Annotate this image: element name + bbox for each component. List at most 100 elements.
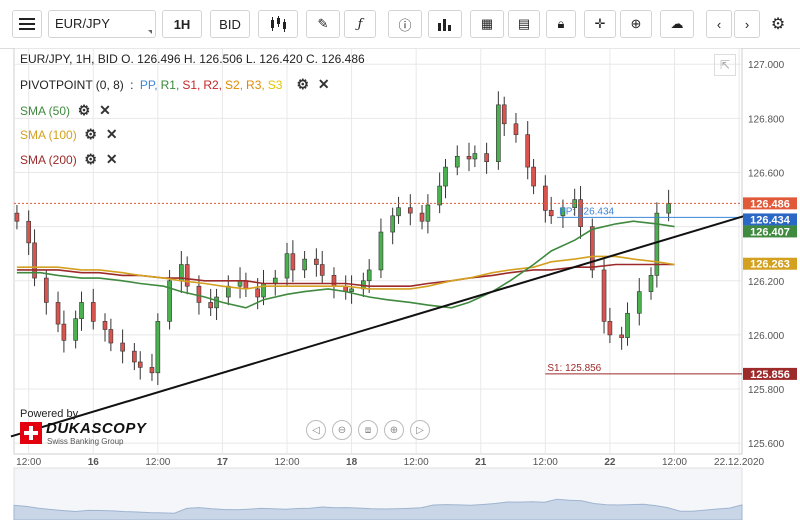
- zoom-in-icon[interactable]: ⊕: [384, 420, 404, 440]
- pivot-prefix: :: [130, 78, 134, 92]
- gear-icon[interactable]: ⚙︎: [84, 126, 97, 142]
- lock-icon[interactable]: 🔒︎: [546, 10, 576, 38]
- candle-body: [543, 185, 548, 211]
- candle-body: [167, 280, 172, 322]
- bars-icon[interactable]: [428, 10, 462, 38]
- reset-icon[interactable]: ⧈: [358, 420, 378, 440]
- timeframe-button[interactable]: 1H: [162, 10, 202, 38]
- y-tick-label: 125.800: [748, 385, 785, 396]
- price-chart[interactable]: 125.600125.800126.000126.200126.400126.6…: [0, 48, 800, 520]
- candle-body: [155, 321, 161, 374]
- sma-100-label: SMA (100): [20, 128, 77, 142]
- candles-icon[interactable]: [258, 10, 298, 38]
- candle-body: [43, 277, 49, 303]
- x-tick-label: 12:00: [145, 457, 170, 468]
- price-tag-label: 126.486: [750, 198, 790, 210]
- candle-body: [55, 302, 61, 325]
- candle-body: [484, 153, 489, 162]
- pivot-item-5: R3,: [246, 78, 265, 92]
- candle-body: [26, 220, 31, 244]
- sma-200-label: SMA (200): [20, 153, 77, 167]
- crosshair-icon[interactable]: ✛: [584, 10, 616, 38]
- close-icon[interactable]: ✕: [105, 126, 118, 142]
- candle-body: [184, 264, 190, 287]
- function-icon[interactable]: ƒ: [344, 10, 376, 38]
- sma-50-line: [16, 220, 675, 309]
- scroll-right-icon[interactable]: ▷: [410, 420, 430, 440]
- sma-200-line: [16, 263, 675, 287]
- candle-body: [132, 350, 137, 363]
- candle-body: [314, 258, 319, 265]
- bid-ask-button[interactable]: BID: [210, 10, 250, 38]
- gear-icon[interactable]: ⚙︎: [296, 76, 310, 92]
- candle-body: [501, 104, 507, 125]
- candle-body: [548, 210, 554, 217]
- instrument-label: EUR/JPY: [55, 16, 110, 31]
- expand-icon[interactable]: ⇱: [714, 54, 736, 76]
- pivot-items: PP, R1, S1, R2, S2, R3, S3: [140, 78, 286, 92]
- pivot-legend: PIVOTPOINT (0, 8) : PP, R1, S1, R2, S2, R3, S3…: [20, 76, 334, 93]
- candle-body: [396, 207, 401, 217]
- zoom-icon[interactable]: ⊕: [620, 10, 652, 38]
- pivot-pp-label: PP: 126.434: [559, 206, 614, 217]
- candle-body: [108, 329, 114, 344]
- y-tick-label: 126.800: [748, 114, 785, 125]
- candle-body: [390, 215, 395, 233]
- gear-icon[interactable]: ⚙︎: [84, 151, 97, 167]
- candle-body: [378, 231, 384, 271]
- candle-body: [331, 275, 337, 287]
- price-tag-bg: [743, 213, 797, 226]
- trend-line: [10, 214, 746, 438]
- close-icon[interactable]: ✕: [105, 151, 118, 167]
- candle-body: [14, 212, 20, 222]
- next-icon[interactable]: ›: [734, 10, 760, 38]
- x-tick-label: 12:00: [16, 457, 41, 468]
- close-icon[interactable]: ✕: [99, 102, 111, 118]
- candle-body: [243, 280, 249, 290]
- info-icon[interactable]: ⓘ: [388, 10, 422, 38]
- prev-icon[interactable]: ‹: [706, 10, 732, 38]
- plot-area: [13, 48, 743, 455]
- calendar-icon[interactable]: ▦: [470, 10, 504, 38]
- zoom-out-icon[interactable]: ⊖: [332, 420, 352, 440]
- candle-body: [137, 361, 143, 368]
- candle-body: [149, 367, 155, 374]
- candle-body: [79, 302, 84, 319]
- candle-body: [73, 318, 78, 341]
- powered-by: Powered by: [20, 408, 79, 420]
- candle-body: [32, 242, 37, 279]
- gear-icon[interactable]: ⚙︎: [77, 102, 91, 118]
- gear-icon[interactable]: ⚙︎: [764, 10, 792, 38]
- candle-body: [578, 199, 583, 227]
- candle-body: [208, 302, 213, 309]
- candle-body: [454, 155, 460, 168]
- y-tick-label: 125.600: [748, 439, 785, 450]
- sma-200-legend: SMA (200) ⚙︎ ✕: [20, 151, 122, 168]
- candle-body: [255, 288, 260, 298]
- menu-icon[interactable]: [12, 10, 42, 38]
- pivot-item-6: S3: [267, 78, 283, 92]
- news-icon[interactable]: ▤: [508, 10, 540, 38]
- pivot-item-1: R1,: [160, 78, 180, 92]
- candle-body: [619, 334, 624, 338]
- price-tag-bg: [743, 257, 797, 270]
- price-tag-label: 126.407: [750, 226, 790, 238]
- x-tick-label: 16: [88, 457, 100, 468]
- upload-icon[interactable]: ☁︎: [660, 10, 694, 38]
- candle-body: [472, 153, 478, 160]
- close-icon[interactable]: ✕: [317, 76, 330, 92]
- navigator-series: [13, 498, 743, 520]
- price-tag-bg: [743, 225, 797, 238]
- candle-body: [531, 166, 536, 187]
- candle-body: [349, 288, 354, 292]
- scroll-left-icon[interactable]: ◁: [306, 420, 326, 440]
- candle-body: [648, 275, 654, 292]
- ohlc-text: EUR/JPY, 1H, BID O. 126.496 H. 126.506 L…: [20, 52, 365, 66]
- pencil-icon[interactable]: ✎: [306, 10, 340, 38]
- instrument-select[interactable]: EUR/JPY: [48, 10, 156, 38]
- dukascopy-logo: DUKASCOPY Swiss Banking Group: [20, 420, 150, 446]
- candle-body: [319, 264, 325, 276]
- ohlc-legend: EUR/JPY, 1H, BID O. 126.496 H. 126.506 L…: [20, 52, 368, 66]
- candles-icon-glyph: [271, 16, 286, 32]
- candle-body: [61, 323, 67, 341]
